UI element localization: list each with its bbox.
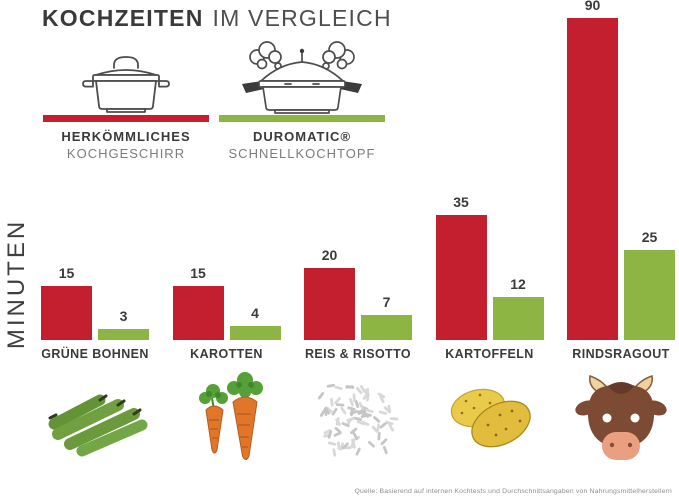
- bar-pair: 15 4: [172, 0, 281, 340]
- bar-value-label: 20: [321, 247, 338, 263]
- bar-value-label: 15: [58, 265, 75, 281]
- conventional-color-bar: [43, 115, 209, 122]
- pressure-cooker-icon: [227, 40, 377, 114]
- duromatic-label-line1: DUROMATIC®: [252, 129, 352, 144]
- rice-icon: [314, 367, 402, 469]
- bar-value-label: 15: [190, 265, 206, 281]
- category-label: GRÜNE BOHNEN: [41, 347, 149, 361]
- duromatic-bar: [361, 315, 412, 340]
- legend: HERKÖMMLICHES KOCHGESCHIRR: [43, 40, 385, 161]
- category-label: KARTOFFELN: [445, 347, 534, 361]
- category-label: REIS & RISOTTO: [304, 347, 412, 361]
- duromatic-bar: [492, 297, 544, 340]
- y-axis-label: MINUTEN: [3, 218, 30, 350]
- bar-pair: 20 7: [304, 0, 412, 340]
- conventional-bar: [172, 286, 224, 340]
- conventional-bar: [567, 18, 618, 340]
- title-bold: KOCHZEITEN: [42, 5, 204, 31]
- bar-value-label: 35: [453, 194, 469, 210]
- duromatic-bar: [229, 326, 281, 340]
- carrots-icon: [179, 367, 275, 469]
- legend-duromatic: DUROMATIC® SCHNELLKOCHTOPF: [219, 40, 385, 161]
- beef-cow-icon: [572, 367, 670, 469]
- bar-value-label: 12: [510, 276, 526, 292]
- conventional-bar: [435, 215, 487, 340]
- source-note: Quelle: Basierend auf internen Kochtests…: [354, 488, 672, 495]
- bar-pair: 15 3: [41, 0, 149, 340]
- chart-group-gruene-bohnen: 15 3 GRÜNE BOHNEN: [40, 0, 150, 469]
- conventional-label-line1: HERKÖMMLICHES: [61, 129, 191, 144]
- bar-value-label: 25: [641, 229, 658, 245]
- chart-group-karotten: 15 4 KAROTTEN: [172, 0, 282, 469]
- bar-pair: 35 12: [435, 0, 544, 340]
- potatoes-icon: [438, 367, 542, 469]
- category-label: RINDSRAGOUT: [572, 347, 670, 361]
- bar-value-label: 3: [119, 308, 128, 324]
- category-label: KAROTTEN: [190, 347, 263, 361]
- conventional-bar: [304, 268, 355, 340]
- conventional-bar: [41, 286, 92, 340]
- title-light: IM VERGLEICH: [212, 5, 392, 31]
- bar-chart: 15 3 GRÜNE BOHNEN: [40, 0, 676, 469]
- bar-pair: 90 25: [567, 0, 675, 340]
- bar-value-label: 7: [382, 294, 391, 310]
- bar-value-label: 4: [251, 305, 259, 321]
- legend-conventional: HERKÖMMLICHES KOCHGESCHIRR: [43, 40, 209, 161]
- chart-group-kartoffeln: 35 12 KARTOFFELN: [435, 0, 545, 469]
- chart-group-rindsragout: 90 25 RINDSRAGOUT: [566, 0, 676, 469]
- duromatic-bar: [624, 250, 675, 340]
- green-beans-icon: [36, 367, 154, 469]
- duromatic-color-bar: [219, 115, 385, 122]
- duromatic-bar: [98, 329, 149, 340]
- bar-value-label: 90: [584, 0, 601, 13]
- chart-group-reis-risotto: 20 7 REIS & RISOTTO: [303, 0, 413, 469]
- conventional-label-line2: KOCHGESCHIRR: [66, 146, 186, 161]
- page-title: KOCHZEITEN IM VERGLEICH: [42, 5, 392, 32]
- cooking-pot-icon: [80, 40, 172, 114]
- duromatic-label-line2: SCHNELLKOCHTOPF: [228, 146, 376, 161]
